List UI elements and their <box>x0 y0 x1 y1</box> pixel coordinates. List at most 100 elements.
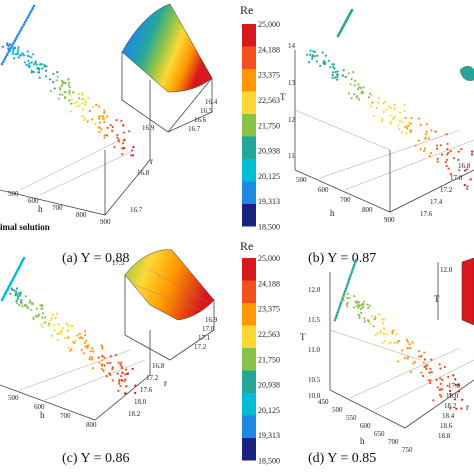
scatter-point <box>309 49 312 52</box>
scatter-point <box>439 382 442 385</box>
scatter-point <box>435 378 438 381</box>
panel-d-h-tick-7: 750 <box>402 446 413 454</box>
scatter-point <box>91 118 94 121</box>
scatter-point <box>436 160 439 163</box>
scatter-point <box>311 54 314 57</box>
scatter-point <box>401 120 404 123</box>
scatter-point <box>409 347 412 350</box>
scatter-point <box>393 328 396 331</box>
scatter-point <box>67 78 70 81</box>
scatter-point <box>336 78 339 81</box>
scatter-point <box>68 91 71 94</box>
scatter-point <box>31 302 34 305</box>
colorbar-segment <box>242 181 256 204</box>
scatter-point <box>81 337 84 340</box>
pareto-point <box>333 318 337 322</box>
scatter-point <box>350 77 353 81</box>
scatter-point <box>329 66 332 69</box>
scatter-point <box>457 390 460 393</box>
scatter-point <box>125 385 128 388</box>
scatter-point <box>436 147 439 150</box>
scatter-point <box>374 315 377 318</box>
panel-c: 17.3 16.9 17.0 17.1 17.2 16.8 17.2 17.6 … <box>0 249 218 466</box>
scatter-point <box>83 330 87 333</box>
scatter-point <box>13 57 16 60</box>
scatter-point <box>324 61 327 64</box>
scatter-point <box>376 332 379 335</box>
scatter-point <box>81 92 84 95</box>
scatter-point <box>420 355 423 358</box>
panel-d-h-tick-1: 450 <box>318 398 329 406</box>
scatter-point <box>100 128 103 131</box>
panel-d-r-tick-1: 17.8 <box>448 382 461 390</box>
scatter-point <box>392 116 396 119</box>
scatter-point <box>389 114 392 117</box>
scatter-point <box>115 119 118 122</box>
scatter-point <box>341 299 344 302</box>
colorbar-segment <box>242 24 256 47</box>
scatter-point <box>422 149 426 153</box>
scatter-point <box>41 326 44 329</box>
scatter-point <box>449 150 452 153</box>
scatter-point <box>57 323 60 326</box>
scatter-point <box>13 46 16 50</box>
pareto-point <box>334 316 338 319</box>
scatter-point <box>54 317 57 320</box>
scatter-point <box>117 140 120 143</box>
scatter-point <box>448 393 452 396</box>
scatter-point <box>56 75 59 78</box>
scatter-point <box>312 50 315 53</box>
scatter-point <box>81 115 84 118</box>
scatter-point <box>470 153 474 156</box>
scatter-point <box>446 148 449 151</box>
scatter-point <box>425 367 428 370</box>
scatter-point <box>355 304 358 307</box>
scatter-point <box>9 292 12 295</box>
scatter-point <box>362 305 365 308</box>
scatter-point <box>106 362 109 365</box>
scatter-point <box>321 51 324 54</box>
scatter-point <box>44 69 48 72</box>
scatter-point <box>56 338 59 341</box>
scatter-point <box>410 117 413 120</box>
scatter-point <box>395 333 398 336</box>
pareto-point <box>350 270 354 274</box>
scatter-point <box>90 358 94 361</box>
pareto-point <box>22 23 26 26</box>
scatter-point <box>41 316 44 319</box>
scatter-point <box>393 341 396 344</box>
scatter-point <box>445 158 449 161</box>
scatter-point <box>97 105 100 108</box>
scatter-point <box>38 76 41 79</box>
colorbar-segment <box>242 438 256 461</box>
scatter-point <box>461 398 464 401</box>
scatter-point <box>327 59 330 62</box>
panel-b-h-tick-4: 800 <box>362 206 373 214</box>
panel-b-axes-box <box>294 50 474 213</box>
scatter-point <box>17 292 20 295</box>
scatter-point <box>53 87 56 90</box>
panel-d-r-tick-5: 18.6 <box>440 422 453 430</box>
scatter-point <box>61 82 64 85</box>
scatter-point <box>83 119 86 122</box>
scatter-point <box>11 53 14 56</box>
scatter-point <box>32 53 35 56</box>
scatter-point <box>117 138 120 141</box>
scatter-point <box>34 314 37 318</box>
colorbar-tick-label: 22,563 <box>258 96 280 105</box>
scatter-point <box>30 61 33 64</box>
pareto-point <box>348 275 352 279</box>
pareto-point <box>9 46 13 50</box>
scatter-point <box>360 304 363 307</box>
scatter-point <box>82 98 85 101</box>
scatter-point <box>430 358 433 361</box>
scatter-point <box>414 144 417 147</box>
panel-c-r-tick-2: 17.2 <box>146 374 159 382</box>
scatter-point <box>36 67 39 70</box>
scatter-point <box>106 115 109 118</box>
scatter-point <box>100 367 103 370</box>
scatter-point <box>69 110 72 113</box>
scatter-point <box>109 361 112 365</box>
scatter-point <box>101 114 104 118</box>
